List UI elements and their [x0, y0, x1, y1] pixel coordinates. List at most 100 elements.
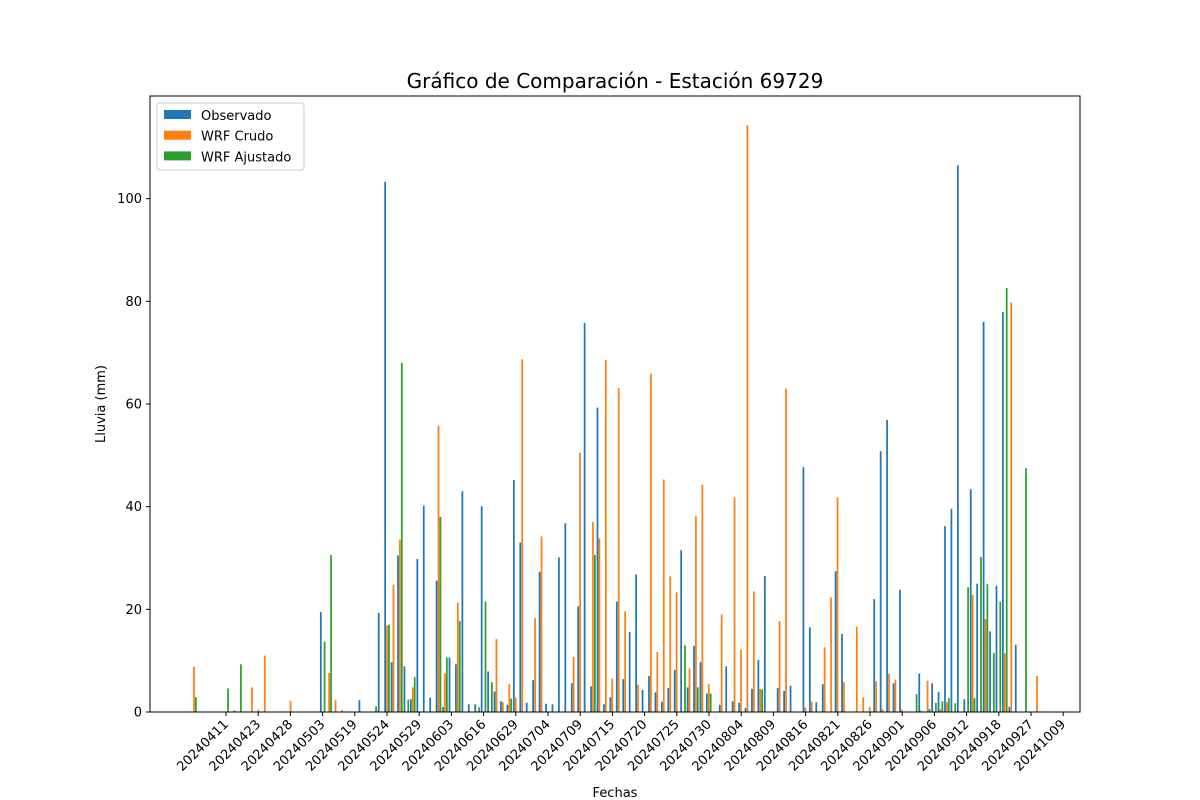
bar-0-39 [442, 706, 444, 712]
bar-2-117 [947, 698, 950, 712]
bar-2-121 [973, 698, 976, 712]
bar-1-109 [894, 679, 897, 712]
bar-0-54 [538, 571, 541, 712]
bar-0-61 [583, 322, 586, 712]
bar-1-21 [328, 672, 331, 712]
bar-1-117 [946, 702, 948, 712]
legend-label-0: Observado [201, 109, 272, 124]
bar-2-45 [484, 601, 487, 712]
bar-1-99 [830, 597, 832, 712]
bar-1-82 [720, 614, 723, 712]
bar-2-33 [407, 699, 410, 712]
bar-2-41 [458, 621, 461, 712]
bar-2-30 [388, 624, 390, 712]
bar-2-62 [594, 554, 596, 712]
bar-1-73 [662, 479, 665, 712]
bar-0-38 [435, 580, 438, 712]
bar-1-69 [637, 684, 639, 712]
bar-2-114 [928, 708, 931, 712]
bar-1-53 [534, 618, 536, 712]
bar-0-97 [815, 702, 818, 712]
bar-0-60 [577, 606, 580, 712]
y-axis-label: Lluvia (mm) [94, 365, 109, 443]
bar-1-67 [624, 611, 627, 712]
bar-1-15 [289, 700, 292, 712]
bar-0-37 [429, 697, 432, 712]
bar-0-52 [525, 702, 528, 712]
bar-2-34 [413, 677, 416, 712]
bar-0-45 [480, 506, 483, 712]
bar-1-126 [1003, 653, 1006, 712]
bar-1-30 [386, 625, 388, 712]
bar-0-77 [686, 687, 689, 712]
bar-0-122 [976, 583, 979, 712]
bar-2-5 [227, 688, 229, 712]
bar-1-63 [598, 538, 601, 712]
bar-1-103 [855, 626, 858, 712]
bar-0-87 [751, 688, 753, 712]
bar-1-114 [926, 680, 929, 712]
bar-0-26 [358, 700, 361, 712]
bar-1-47 [495, 639, 498, 712]
legend-box [156, 102, 305, 171]
bar-2-21 [330, 554, 332, 712]
bar-2-122 [980, 556, 982, 712]
bar-0-66 [615, 601, 618, 712]
bar-0-121 [969, 489, 972, 712]
bar-0-31 [390, 662, 393, 712]
bar-0-59 [570, 683, 573, 712]
y-ticks: 0 20 40 60 80 100 [117, 192, 150, 721]
bar-0-48 [500, 701, 502, 712]
bar-1-121 [971, 594, 974, 712]
bar-0-69 [635, 574, 637, 712]
bar-2-126 [1005, 287, 1008, 712]
bar-0-92 [783, 690, 785, 712]
bar-0-123 [982, 321, 985, 712]
bar-1-131 [1036, 676, 1038, 712]
bar-0-64 [603, 704, 605, 712]
bar-0-78 [693, 645, 695, 712]
bar-1-106 [875, 681, 877, 712]
bar-1-87 [752, 591, 755, 712]
y-tick-label-4: 80 [125, 295, 142, 310]
bar-0-126 [1002, 312, 1004, 712]
bar-2-7 [240, 664, 242, 712]
bar-1-78 [695, 516, 697, 712]
bar-0-101 [841, 633, 843, 712]
bar-0-89 [763, 575, 766, 712]
bar-2-38 [439, 516, 442, 712]
bar-0-72 [654, 692, 657, 712]
bar-0-50 [512, 479, 515, 712]
bar-0-32 [397, 555, 399, 712]
legend-label-1: WRF Crudo [201, 130, 273, 145]
bar-0-63 [596, 407, 599, 712]
bar-2-116 [941, 701, 944, 712]
bar-1-123 [984, 619, 987, 712]
bar-0-68 [628, 631, 631, 712]
bar-2-6 [233, 710, 236, 712]
bar-0-98 [821, 684, 824, 712]
bar-0-33 [403, 666, 406, 712]
bar-0-86 [744, 707, 747, 712]
bar-1-59 [572, 657, 575, 712]
bar-1-66 [617, 388, 620, 712]
bar-1-22 [334, 700, 337, 712]
bar-2-125 [999, 601, 1002, 712]
bar-1-65 [611, 678, 614, 712]
bar-2-129 [1025, 468, 1027, 712]
bar-1-72 [656, 651, 659, 712]
legend-swatch-1 [164, 130, 191, 140]
bar-1-108 [888, 673, 890, 712]
bar-0-115 [931, 683, 933, 712]
bar-1-74 [669, 576, 672, 712]
bar-0-117 [944, 526, 946, 712]
bar-1-34 [411, 687, 414, 712]
bar-0-116 [937, 691, 940, 712]
bar-1-41 [456, 602, 459, 712]
bar-0-113 [918, 673, 921, 712]
bar-1-80 [707, 684, 710, 712]
bar-0-36 [422, 505, 425, 712]
bar-1-116 [939, 709, 942, 712]
bar-2-76 [684, 645, 686, 712]
